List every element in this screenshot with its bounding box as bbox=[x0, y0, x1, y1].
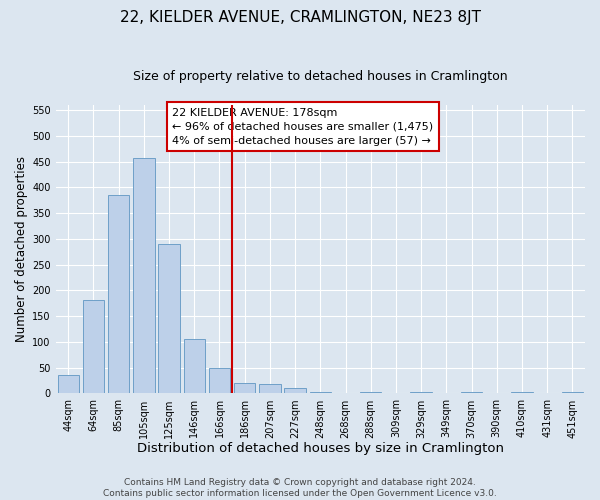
Bar bbox=[209, 368, 230, 394]
Bar bbox=[133, 158, 155, 394]
Title: Size of property relative to detached houses in Cramlington: Size of property relative to detached ho… bbox=[133, 70, 508, 83]
Bar bbox=[58, 376, 79, 394]
Bar bbox=[234, 383, 256, 394]
Bar bbox=[184, 340, 205, 394]
X-axis label: Distribution of detached houses by size in Cramlington: Distribution of detached houses by size … bbox=[137, 442, 504, 455]
Bar bbox=[562, 392, 583, 394]
Bar bbox=[461, 392, 482, 394]
Bar bbox=[284, 388, 306, 394]
Bar bbox=[310, 392, 331, 394]
Bar bbox=[410, 392, 432, 394]
Text: 22, KIELDER AVENUE, CRAMLINGTON, NE23 8JT: 22, KIELDER AVENUE, CRAMLINGTON, NE23 8J… bbox=[119, 10, 481, 25]
Bar bbox=[83, 300, 104, 394]
Text: Contains HM Land Registry data © Crown copyright and database right 2024.
Contai: Contains HM Land Registry data © Crown c… bbox=[103, 478, 497, 498]
Bar bbox=[259, 384, 281, 394]
Bar bbox=[158, 244, 180, 394]
Bar bbox=[108, 195, 130, 394]
Y-axis label: Number of detached properties: Number of detached properties bbox=[15, 156, 28, 342]
Bar bbox=[511, 392, 533, 394]
Bar bbox=[360, 392, 382, 394]
Text: 22 KIELDER AVENUE: 178sqm
← 96% of detached houses are smaller (1,475)
4% of sem: 22 KIELDER AVENUE: 178sqm ← 96% of detac… bbox=[172, 108, 433, 146]
